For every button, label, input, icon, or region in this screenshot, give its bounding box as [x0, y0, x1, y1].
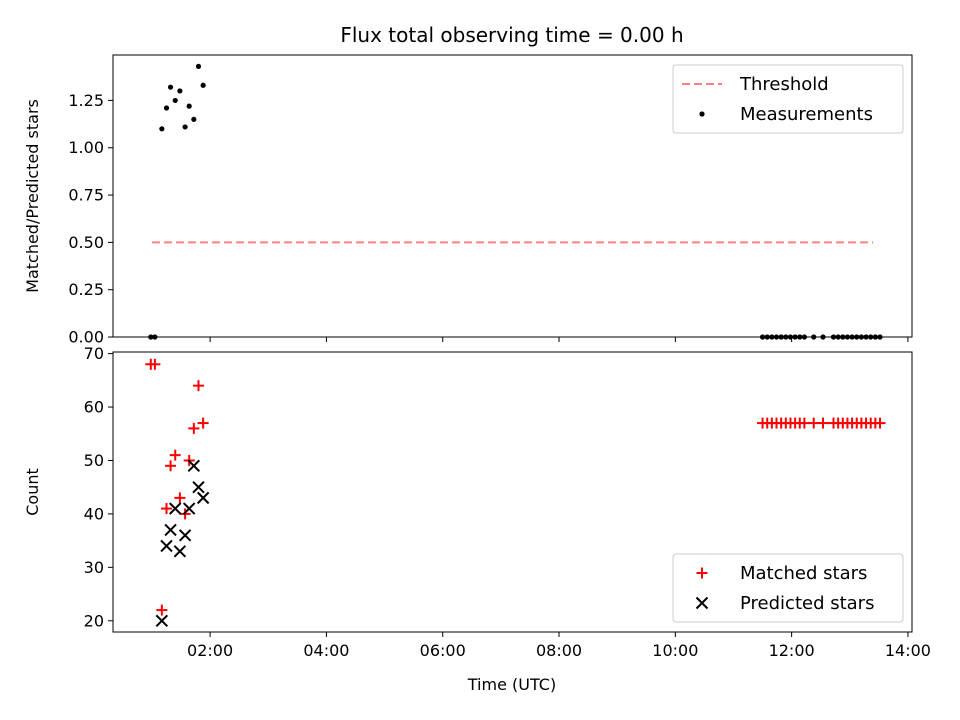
bottom-panel: 20 30 40 50 60 70 02:00 04:00 06:00 08:00 10:00 12:…: [23, 344, 931, 660]
x-tick-label: 06:00: [420, 641, 466, 660]
bottom-plot-area: [145, 358, 886, 627]
matched-stars-point: [156, 604, 168, 616]
y-tick-label: 70: [84, 344, 104, 363]
y-tick-label: 0.50: [68, 233, 104, 252]
legend-matched-stars-label: Matched stars: [740, 563, 867, 584]
matched-stars-point: [169, 449, 181, 461]
top-y-axis-label: Matched/Predicted stars: [23, 99, 42, 293]
matched-stars-point: [817, 417, 829, 429]
measurements-point: [200, 82, 206, 88]
matched-stars-point: [165, 460, 177, 472]
predicted-stars-point: [173, 545, 187, 558]
bottom-axes-frame: [112, 351, 913, 633]
x-tick-label: 02:00: [187, 641, 233, 660]
top-legend: Threshold Measurements: [672, 64, 904, 134]
matched-stars-point: [174, 492, 186, 504]
y-tick-label: 1.00: [68, 138, 104, 157]
predicted-stars-point: [169, 502, 182, 515]
x-axis-label: Time (UTC): [467, 675, 556, 694]
x-tick-label: 12:00: [769, 641, 815, 660]
legend-box: [672, 64, 904, 134]
x-tick-label: 08:00: [536, 641, 582, 660]
measurements-point: [159, 126, 165, 132]
legend-predicted-stars-label: Predicted stars: [740, 593, 874, 614]
matched-stars-point: [188, 422, 200, 434]
measurements-point: [163, 105, 170, 111]
predicted-stars-point: [187, 459, 201, 473]
measurements-point: [191, 116, 197, 122]
matched-stars-point: [874, 417, 886, 429]
y-tick-label: 1.25: [68, 91, 104, 110]
matched-stars-point: [149, 358, 161, 370]
x-tick-label: 04:00: [303, 641, 349, 660]
predicted-stars-point: [155, 614, 169, 627]
y-tick-label: 50: [84, 451, 104, 470]
y-tick-label: 20: [84, 611, 104, 630]
predicted-stars-point: [196, 491, 210, 505]
legend-measurements-swatch: [699, 111, 705, 117]
predicted-stars-point: [178, 529, 192, 542]
measurements-point: [195, 63, 202, 69]
x-tick-label: 10:00: [652, 641, 698, 660]
y-tick-label: 0.75: [68, 186, 104, 205]
measurements-point: [167, 84, 174, 90]
chart-title: Flux total observing time = 0.00 h: [340, 23, 683, 47]
predicted-stars-point: [164, 523, 177, 537]
measurements-point: [172, 97, 178, 104]
top-axes-frame: [112, 54, 913, 338]
predicted-stars-point: [182, 502, 196, 515]
matched-stars-point: [160, 503, 172, 515]
measurements-point: [186, 103, 192, 109]
legend-threshold-label: Threshold: [739, 74, 829, 95]
matched-stars-point: [192, 380, 204, 392]
matched-stars-point: [197, 417, 209, 429]
y-tick-label: 60: [84, 398, 104, 417]
bottom-y-axis-label: Count: [23, 468, 42, 516]
bottom-legend: Matched stars Predicted stars: [672, 553, 904, 623]
top-panel: 0.00 0.25 0.50 0.75 1.00 1.25 Matched/Predicte…: [23, 54, 913, 347]
y-tick-label: 0.00: [68, 328, 104, 347]
predicted-stars-point: [160, 539, 173, 553]
legend-matched-stars-swatch: [696, 567, 708, 579]
x-tick-label: 14:00: [885, 641, 931, 660]
measurements-point: [182, 124, 188, 130]
legend-predicted-stars-swatch: [695, 596, 709, 610]
predicted-stars-point: [192, 480, 205, 494]
matched-stars-point: [808, 417, 820, 429]
y-tick-label: 40: [84, 504, 104, 523]
y-tick-label: 0.25: [68, 280, 104, 299]
legend-measurements-label: Measurements: [740, 104, 873, 125]
legend-box: [672, 553, 904, 623]
measurements-point: [177, 88, 183, 94]
matched-stars-point: [798, 417, 810, 429]
y-tick-label: 30: [84, 558, 104, 577]
